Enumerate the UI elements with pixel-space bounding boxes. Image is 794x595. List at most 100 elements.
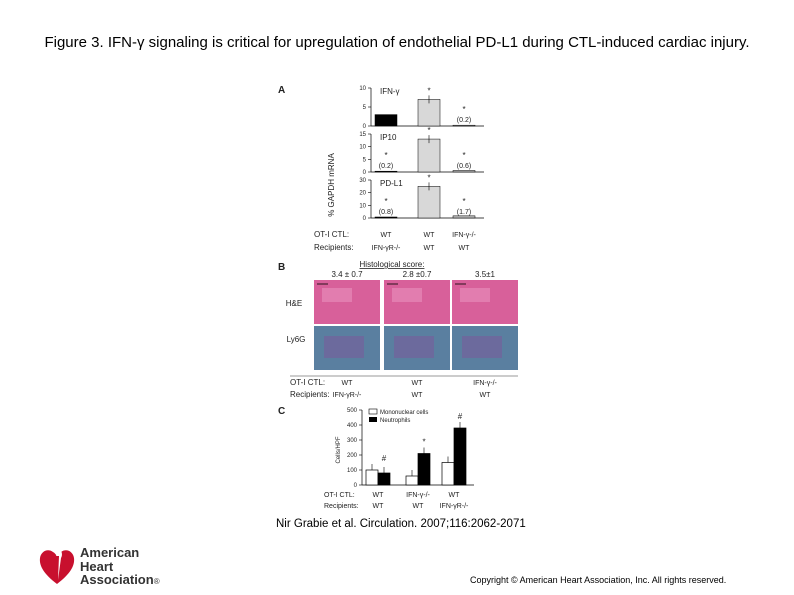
logo-line-3: Association xyxy=(80,572,154,587)
panel-c-bar-mononuclear xyxy=(405,475,419,486)
panel-c: C Cells/HPF 500 400 300 200 100 0 # * # Mononucl… xyxy=(278,406,474,510)
panel-b-ly6g-texture xyxy=(462,336,502,358)
panel-a-col-ctl: IFN-γ-/- xyxy=(452,232,476,239)
panel-a-significance-mark: * xyxy=(384,151,387,160)
panel-a-significance-mark: * xyxy=(427,173,430,182)
panel-c-row1-label: OT-I CTL: xyxy=(324,492,355,499)
panel-c-col-ctl: WT xyxy=(449,492,461,499)
panel-a-subplot-title: PD-L1 xyxy=(380,179,403,188)
panel-b: B Histological score: 3.4 ± 0.7 2.8 ±0.7 3… xyxy=(278,260,518,399)
panel-a-subplot-title: IFN-γ xyxy=(380,87,400,96)
panel-a-col-recipient: WT xyxy=(459,245,471,252)
panel-b-row2-label: Recipients: xyxy=(290,390,330,399)
panel-c-col-recipient: WT xyxy=(373,503,385,510)
panel-a-significance-mark: * xyxy=(462,197,465,206)
panel-a-tick-label: 30 xyxy=(359,178,366,184)
panel-b-he-texture xyxy=(460,288,490,302)
panel-a-bar xyxy=(417,186,441,219)
panel-a-tick-label: 15 xyxy=(359,132,366,138)
panel-a-tick-label: 5 xyxy=(363,157,367,163)
panel-a-bar xyxy=(374,170,398,173)
panel-c-significance-mark: * xyxy=(422,438,425,447)
panel-b-row-ly6g: Ly6G xyxy=(287,335,306,344)
panel-c-bar-neutrophils xyxy=(453,427,467,486)
panel-b-col-recipient: WT xyxy=(412,392,424,399)
panel-a-significance-mark: * xyxy=(427,126,430,135)
panel-b-score: 3.5±1 xyxy=(475,270,496,279)
panel-b-he-texture xyxy=(322,288,352,302)
logo-line-1: American xyxy=(80,545,140,560)
panel-c-bar-neutrophils xyxy=(377,472,391,486)
panel-b-col-ctl: IFN-γ-/- xyxy=(473,380,497,387)
copyright: Copyright © American Heart Association, … xyxy=(470,575,727,585)
panel-a-significance-mark: * xyxy=(462,151,465,160)
panel-a-ylabel: % GAPDH mRNA xyxy=(327,153,336,217)
panel-b-he-texture xyxy=(392,288,422,302)
legend-swatch-neutrophils xyxy=(369,417,377,422)
panel-c-bar-mononuclear xyxy=(365,469,379,486)
legend-label-mononuclear: Mononuclear cells xyxy=(380,410,428,416)
panel-b-col-ctl: WT xyxy=(412,380,424,387)
panel-c-tick-label: 400 xyxy=(347,423,358,429)
panel-a-col-recipient: WT xyxy=(424,245,436,252)
panel-a-significance-mark: * xyxy=(462,105,465,114)
panel-b-col-recipient: IFN-γR-/- xyxy=(333,392,362,399)
panel-c-tick-label: 100 xyxy=(347,468,358,474)
panel-a-value-note: (0.6) xyxy=(457,163,471,170)
legend-label-neutrophils: Neutrophils xyxy=(380,418,410,424)
panel-c-bar-neutrophils xyxy=(417,453,431,486)
panel-a-value-note: (0.8) xyxy=(379,209,393,216)
panel-a-bar xyxy=(452,170,476,173)
panel-c-col-ctl: IFN-γ-/- xyxy=(406,492,430,499)
citation: Nir Grabie et al. Circulation. 2007;116:… xyxy=(276,518,526,530)
panel-b-col-recipient: WT xyxy=(480,392,492,399)
panel-a-row1-label: OT-I CTL: xyxy=(314,230,349,239)
panel-b-score: 3.4 ± 0.7 xyxy=(331,270,363,279)
panel-a-significance-mark: * xyxy=(384,197,387,206)
panel-c-legend: Mononuclear cells Neutrophils xyxy=(368,408,428,424)
panel-c-row2-label: Recipients: xyxy=(324,503,359,510)
panel-a-value-note: (1.7) xyxy=(457,209,471,216)
panel-c-significance-mark: # xyxy=(382,454,387,463)
panel-c-tick-label: 200 xyxy=(347,453,358,459)
panel-b-col-ctl: WT xyxy=(342,380,354,387)
panel-a-value-note: (0.2) xyxy=(457,117,471,124)
panel-b-header: Histological score: xyxy=(360,260,425,269)
panel-b-ly6g-texture xyxy=(394,336,434,358)
panel-a-col-recipient: IFN-γR-/- xyxy=(372,245,401,252)
panel-c-tick-label: 500 xyxy=(347,408,358,414)
panel-c-tick-label: 300 xyxy=(347,438,358,444)
panel-b-row1-label: OT-I CTL: xyxy=(290,378,325,387)
panel-b-row-he: H&E xyxy=(286,299,302,308)
panel-a-tick-label: 10 xyxy=(359,203,366,209)
panel-b-score: 2.8 ±0.7 xyxy=(403,270,432,279)
panel-c-col-ctl: WT xyxy=(373,492,385,499)
panel-b-label: B xyxy=(278,262,285,273)
panel-a-value-note: (0.2) xyxy=(379,163,393,170)
panel-a-tick-label: 0 xyxy=(363,170,367,176)
panel-a-tick-label: 0 xyxy=(363,216,367,222)
panel-c-col-recipient: IFN-γR-/- xyxy=(440,503,469,510)
panel-a-bar xyxy=(452,124,476,127)
panel-c-ylabel: Cells/HPF xyxy=(336,436,342,463)
panel-a: A % GAPDH mRNA IFN-γ 10 5 0 * * (0.2) IP10 15 10 5… xyxy=(278,85,484,252)
panel-a-significance-mark: * xyxy=(427,86,430,95)
panel-a-row2-label: Recipients: xyxy=(314,243,354,252)
panel-a-col-ctl: WT xyxy=(381,232,393,239)
logo-line-2: Heart xyxy=(80,558,114,574)
panel-a-label: A xyxy=(278,85,285,96)
panel-a-col-ctl: WT xyxy=(424,232,436,239)
figure-image: A % GAPDH mRNA IFN-γ 10 5 0 * * (0.2) IP10 15 10 5… xyxy=(278,85,518,510)
panel-c-bar-mononuclear xyxy=(441,462,455,486)
panel-a-tick-label: 5 xyxy=(363,105,367,111)
panel-c-significance-mark: # xyxy=(458,412,463,421)
panel-a-tick-label: 20 xyxy=(359,191,366,197)
panel-c-label: C xyxy=(278,406,285,417)
panel-a-tick-label: 0 xyxy=(363,124,367,130)
panel-a-bar xyxy=(452,215,476,219)
panel-a-tick-label: 10 xyxy=(359,145,366,151)
panel-a-bar xyxy=(374,114,398,127)
logo-registered-mark: ® xyxy=(153,577,160,586)
panel-b-ly6g-texture xyxy=(324,336,364,358)
panel-a-bar xyxy=(417,138,441,173)
